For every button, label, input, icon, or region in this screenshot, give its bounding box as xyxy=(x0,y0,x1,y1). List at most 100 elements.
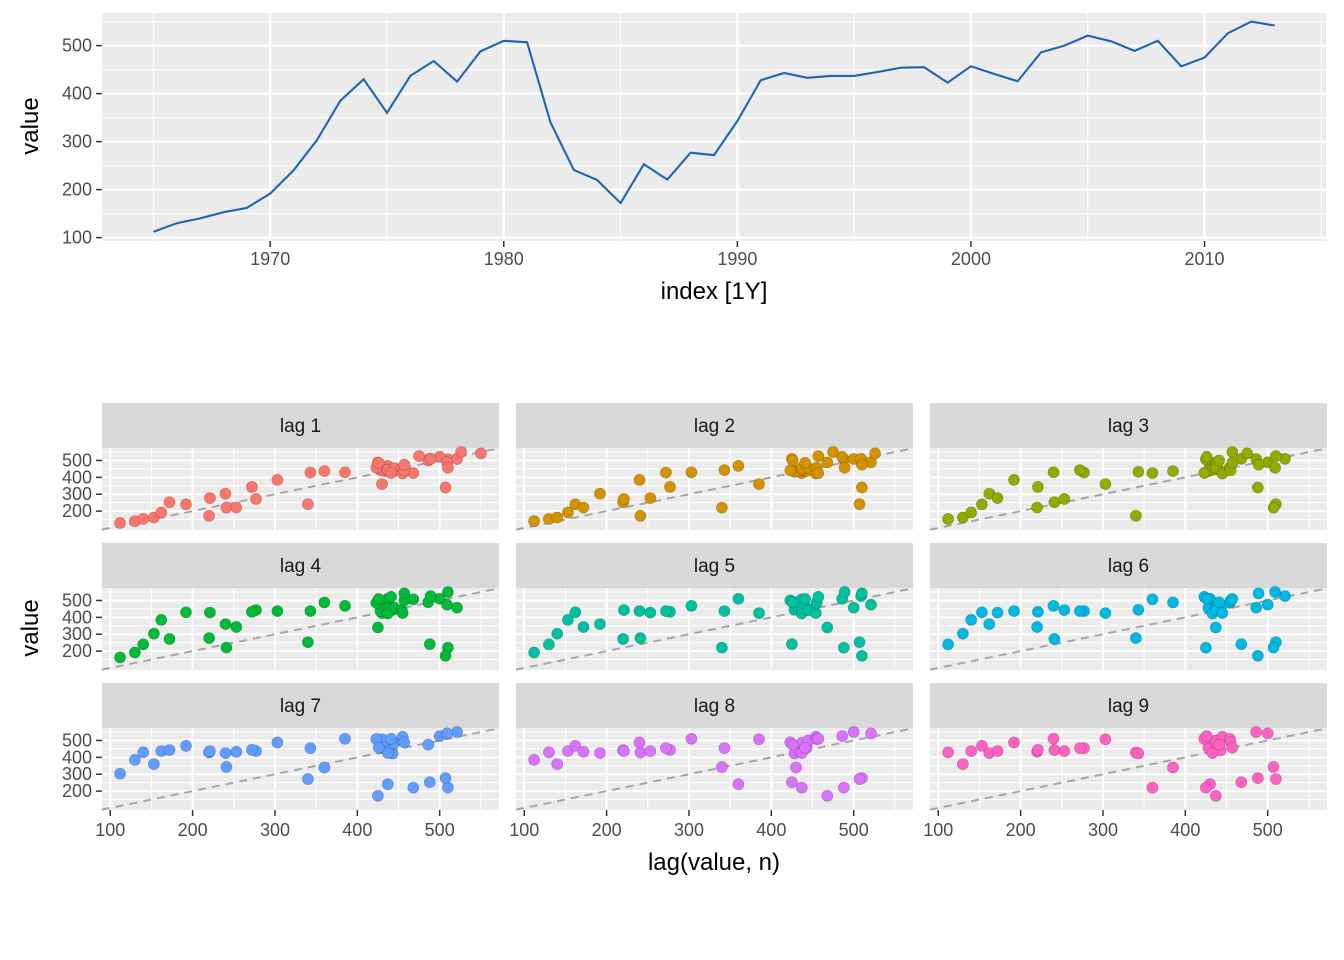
lag-point xyxy=(942,513,954,525)
lag-point xyxy=(799,593,811,605)
lag-point xyxy=(551,758,564,770)
lag-point xyxy=(1032,743,1044,756)
timeseries-y-tick-label: 400 xyxy=(62,84,92,104)
lag-y-tick-label: 200 xyxy=(62,501,92,521)
lag-point xyxy=(1270,773,1282,785)
lag-point xyxy=(439,649,452,662)
lag-point xyxy=(976,740,988,752)
lag-point xyxy=(1267,761,1280,773)
lag-x-tick-label: 500 xyxy=(1253,820,1283,840)
lag-point xyxy=(786,638,798,651)
lag-point xyxy=(371,789,384,802)
lag-facet-strip-label: lag 1 xyxy=(280,416,321,437)
lag-point xyxy=(847,601,860,614)
lag-point xyxy=(1216,607,1229,619)
lag-point xyxy=(1209,789,1222,802)
lag-point xyxy=(633,736,646,749)
lag-point xyxy=(594,618,606,630)
lag-reference-line xyxy=(929,587,1328,671)
lag-point xyxy=(618,604,630,616)
lag-y-tick-label: 300 xyxy=(62,624,92,644)
lag-point xyxy=(424,452,437,465)
lag-point xyxy=(155,614,168,626)
lag-point xyxy=(220,761,233,773)
timeseries-x-tick-label: 2010 xyxy=(1185,249,1225,269)
lag-point xyxy=(271,605,284,617)
lag-point xyxy=(644,745,657,757)
lag-point xyxy=(942,746,954,759)
lag-point xyxy=(413,450,425,462)
lag-point xyxy=(1267,501,1280,514)
timeseries-x-axis-title: index [1Y] xyxy=(661,278,768,305)
lag-point xyxy=(790,761,802,774)
lag-point xyxy=(372,593,385,605)
lag-point xyxy=(1198,467,1211,479)
lag-point xyxy=(562,506,574,519)
timeseries-panel-background xyxy=(102,13,1326,241)
lag-point xyxy=(617,633,629,645)
lag-point xyxy=(543,746,555,759)
lag-point xyxy=(1048,633,1061,645)
lag-point xyxy=(1200,450,1213,463)
lag-point xyxy=(1132,603,1145,616)
lag-point xyxy=(1251,649,1264,662)
lag-point xyxy=(1167,761,1179,774)
lag-point xyxy=(1241,447,1253,460)
lag-point xyxy=(114,651,126,664)
lag-point xyxy=(551,511,564,524)
lag-point xyxy=(865,727,877,740)
lag-point xyxy=(219,747,232,759)
lag-point xyxy=(716,641,728,654)
lag-point xyxy=(407,781,420,794)
lag-point xyxy=(137,638,150,651)
lag-point xyxy=(847,726,860,738)
lag-point xyxy=(1269,461,1281,474)
lag-point xyxy=(376,478,388,490)
lag-point xyxy=(163,496,176,509)
lag-point xyxy=(1058,604,1071,616)
lag-point xyxy=(685,600,698,612)
lag-point xyxy=(339,732,351,745)
lag-point xyxy=(1130,509,1142,522)
lag-y-axis-title: value xyxy=(17,599,44,656)
lag-facet-strip xyxy=(930,403,1327,448)
lag-point xyxy=(245,605,258,618)
lag-x-tick-label: 400 xyxy=(756,820,786,840)
lag-point xyxy=(827,446,839,458)
lag-x-tick-label: 400 xyxy=(342,820,372,840)
lag-point xyxy=(718,605,731,617)
timeseries-y-tick-label: 200 xyxy=(62,180,92,200)
lag-point xyxy=(385,732,397,745)
lag-point xyxy=(1226,593,1239,605)
lag-point xyxy=(1209,621,1222,634)
lag-point xyxy=(441,461,454,474)
lag-point xyxy=(1269,586,1281,598)
timeseries-x-tick-label: 1970 xyxy=(250,249,290,269)
lag-point xyxy=(786,454,799,467)
lag-point xyxy=(245,743,258,756)
lag-point xyxy=(385,467,397,479)
lag-x-tick-label: 100 xyxy=(923,820,953,840)
lag-point xyxy=(114,517,126,529)
lag-point xyxy=(812,467,825,479)
lag-point xyxy=(786,776,798,789)
lag-point xyxy=(633,605,646,617)
lag-point xyxy=(799,741,811,754)
lag-point xyxy=(250,493,262,505)
timeseries-x-tick-label: 1980 xyxy=(484,249,524,269)
timeseries-line xyxy=(153,20,1275,233)
lag-x-tick-label: 200 xyxy=(178,820,208,840)
lag-point xyxy=(594,487,606,500)
lag-facet-strip-label: lag 8 xyxy=(694,696,735,717)
lag-point xyxy=(786,738,799,751)
lag-facet-strip xyxy=(516,683,913,728)
lag-point xyxy=(304,466,317,479)
lag-reference-line xyxy=(929,727,1328,811)
lag-point xyxy=(1279,590,1291,602)
lag-point xyxy=(732,459,745,472)
lag-point xyxy=(301,636,314,649)
lag-x-tick-label: 200 xyxy=(592,820,622,840)
lag-y-tick-label: 200 xyxy=(62,781,92,801)
lag-point xyxy=(137,513,150,525)
